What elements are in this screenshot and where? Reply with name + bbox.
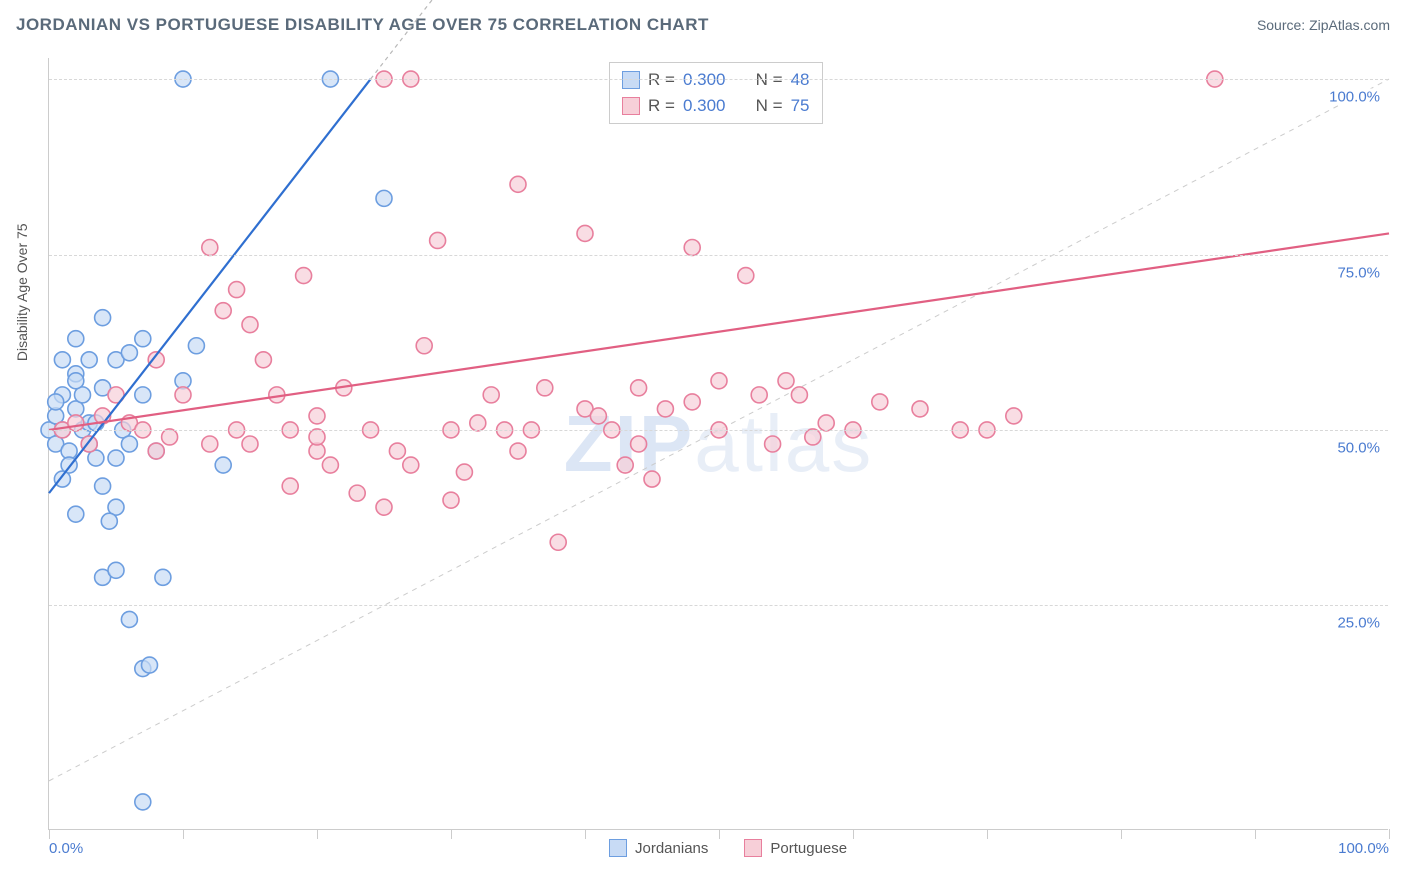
x-tick bbox=[987, 829, 988, 839]
header: JORDANIAN VS PORTUGUESE DISABILITY AGE O… bbox=[0, 0, 1406, 40]
x-tick bbox=[585, 829, 586, 839]
x-tick bbox=[183, 829, 184, 839]
x-tick bbox=[451, 829, 452, 839]
scatter-svg bbox=[49, 58, 1388, 829]
legend-label: Jordanians bbox=[635, 840, 708, 857]
chart-title: JORDANIAN VS PORTUGUESE DISABILITY AGE O… bbox=[16, 15, 709, 35]
x-tick-label: 0.0% bbox=[49, 840, 83, 857]
gridline-h bbox=[49, 430, 1388, 431]
legend-swatch bbox=[609, 839, 627, 857]
x-tick bbox=[1389, 829, 1390, 839]
legend-item: Portuguese bbox=[744, 839, 847, 857]
source-prefix: Source: bbox=[1257, 17, 1309, 33]
source-credit: Source: ZipAtlas.com bbox=[1257, 17, 1390, 33]
x-tick bbox=[1255, 829, 1256, 839]
x-tick bbox=[719, 829, 720, 839]
y-tick-label: 100.0% bbox=[1327, 89, 1382, 106]
x-tick bbox=[49, 829, 50, 839]
x-tick bbox=[317, 829, 318, 839]
x-tick bbox=[1121, 829, 1122, 839]
legend-label: Portuguese bbox=[770, 840, 847, 857]
y-tick-label: 25.0% bbox=[1335, 615, 1382, 632]
legend-swatch bbox=[744, 839, 762, 857]
y-tick-label: 50.0% bbox=[1335, 439, 1382, 456]
y-axis-label: Disability Age Over 75 bbox=[14, 223, 30, 361]
bottom-legend: Jordanians Portuguese bbox=[609, 839, 847, 857]
gridline-h bbox=[49, 79, 1388, 80]
chart-plot-area: ZIPatlas R = 0.300 N = 48R = 0.300 N = 7… bbox=[48, 58, 1388, 830]
gridline-h bbox=[49, 255, 1388, 256]
x-tick bbox=[853, 829, 854, 839]
source-link[interactable]: ZipAtlas.com bbox=[1309, 17, 1390, 33]
y-tick-label: 75.0% bbox=[1335, 264, 1382, 281]
gridline-h bbox=[49, 605, 1388, 606]
legend-item: Jordanians bbox=[609, 839, 708, 857]
x-tick-label: 100.0% bbox=[1338, 840, 1389, 857]
